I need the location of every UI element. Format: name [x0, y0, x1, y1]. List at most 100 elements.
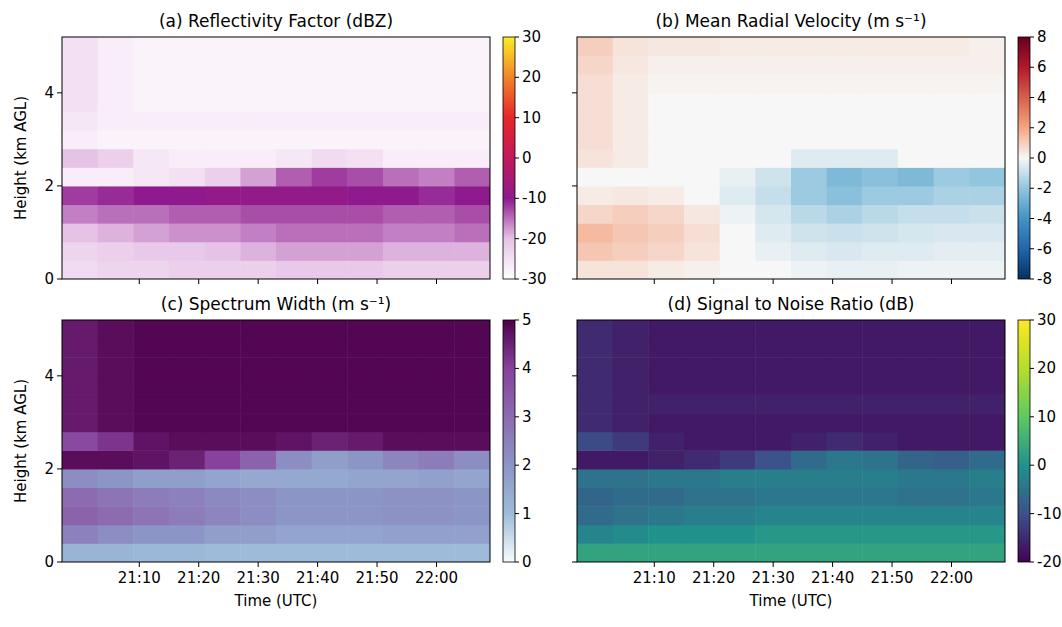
colorbar-tick-label: -10 [522, 189, 547, 207]
cell [791, 260, 827, 279]
cell [62, 242, 98, 261]
cell [755, 37, 791, 56]
cell [613, 37, 649, 56]
cell [613, 525, 649, 544]
cell [312, 469, 348, 488]
cell [276, 130, 312, 149]
cell [969, 242, 1005, 261]
cell [240, 93, 276, 112]
cell [169, 93, 205, 112]
cell [791, 223, 827, 242]
cell [969, 111, 1005, 130]
cell [862, 223, 898, 242]
cell [240, 205, 276, 224]
cell [755, 432, 791, 451]
cell [312, 37, 348, 56]
cell [62, 413, 98, 432]
cell [383, 432, 419, 451]
cell [383, 320, 419, 339]
cell [169, 357, 205, 376]
cell [454, 93, 490, 112]
cell [755, 525, 791, 544]
cell [862, 149, 898, 168]
cell [419, 543, 455, 562]
cell [133, 413, 169, 432]
cell [240, 339, 276, 358]
cell [827, 543, 863, 562]
colorbar-tick [1030, 218, 1034, 219]
plot-frame [577, 320, 1005, 562]
x-axis-title: Time (UTC) [749, 592, 833, 610]
cell [969, 205, 1005, 224]
cell [862, 525, 898, 544]
cell [169, 413, 205, 432]
cell [827, 339, 863, 358]
cell [755, 56, 791, 75]
cell [419, 413, 455, 432]
cell [347, 74, 383, 93]
cell [755, 205, 791, 224]
cell [205, 543, 241, 562]
cell [827, 488, 863, 507]
cell [347, 339, 383, 358]
cell [934, 74, 970, 93]
cell [577, 56, 613, 75]
colorbar-tick [1030, 513, 1034, 514]
x-tick [951, 279, 952, 284]
cell [169, 432, 205, 451]
cell [276, 205, 312, 224]
cell [98, 394, 134, 413]
colorbar-tick-label: -6 [1037, 240, 1052, 258]
cell [684, 186, 720, 205]
cell [347, 394, 383, 413]
cell [419, 339, 455, 358]
cell [347, 242, 383, 261]
cell [827, 320, 863, 339]
colorbar-tick [515, 562, 519, 563]
cell [205, 167, 241, 186]
x-tick [317, 562, 318, 567]
cell [684, 167, 720, 186]
cell [969, 223, 1005, 242]
cell [755, 450, 791, 469]
cell [133, 74, 169, 93]
cell [133, 186, 169, 205]
x-tick-label: 21:40 [811, 569, 854, 587]
cell [969, 37, 1005, 56]
cell [347, 186, 383, 205]
cell [62, 260, 98, 279]
y-tick [572, 279, 577, 280]
cell [577, 543, 613, 562]
cell [934, 525, 970, 544]
cell [454, 167, 490, 186]
cell [312, 56, 348, 75]
cell [347, 413, 383, 432]
cell [169, 223, 205, 242]
cell [454, 74, 490, 93]
cell [648, 223, 684, 242]
cell [684, 242, 720, 261]
cell [383, 413, 419, 432]
cell [205, 339, 241, 358]
cell [577, 111, 613, 130]
cell [969, 488, 1005, 507]
cell [98, 506, 134, 525]
cell [898, 56, 934, 75]
cell [648, 74, 684, 93]
cell [577, 242, 613, 261]
cell [613, 149, 649, 168]
cell [347, 376, 383, 395]
cell [383, 339, 419, 358]
cell [898, 260, 934, 279]
cell [169, 186, 205, 205]
cell [862, 74, 898, 93]
colorbar-tick-label: 0 [1037, 149, 1047, 167]
cell [312, 186, 348, 205]
cell [827, 130, 863, 149]
cell [827, 376, 863, 395]
cell [613, 506, 649, 525]
y-tick-label: 0 [44, 270, 54, 288]
cell [98, 186, 134, 205]
panel: (a) Reflectivity Factor (dBZ)024Height (… [12, 11, 547, 288]
cell [276, 543, 312, 562]
